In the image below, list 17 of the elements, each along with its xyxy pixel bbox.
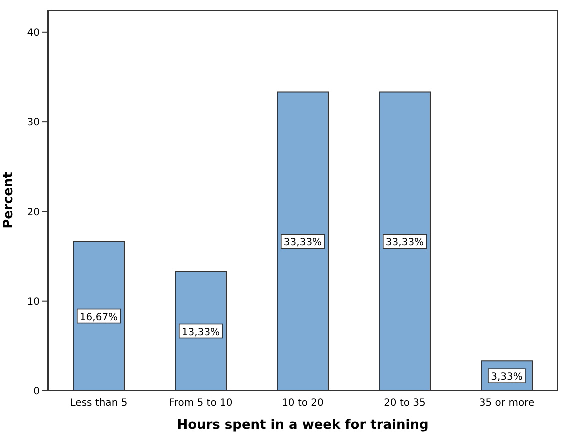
data-label: 33,33% xyxy=(284,238,322,249)
data-label: 13,33% xyxy=(182,327,220,338)
x-tick-label: Less than 5 xyxy=(70,398,128,410)
data-label: 33,33% xyxy=(386,238,424,249)
x-tick-label: 10 to 20 xyxy=(282,398,324,410)
x-tick-label: 20 to 35 xyxy=(384,398,426,410)
y-tick-label: 30 xyxy=(27,118,40,129)
y-tick-label: 20 xyxy=(27,207,40,218)
data-label: 16,67% xyxy=(80,312,118,324)
x-tick-label: 35 or more xyxy=(479,398,535,410)
y-tick-label: 0 xyxy=(34,386,40,398)
x-axis-title: Hours spent in a week for training xyxy=(177,418,429,433)
y-axis-title: Percent xyxy=(2,172,17,229)
x-tick-label: From 5 to 10 xyxy=(169,398,233,410)
y-tick-label: 40 xyxy=(27,28,40,39)
y-tick-label: 10 xyxy=(27,296,40,308)
data-label: 3,33% xyxy=(491,372,523,384)
